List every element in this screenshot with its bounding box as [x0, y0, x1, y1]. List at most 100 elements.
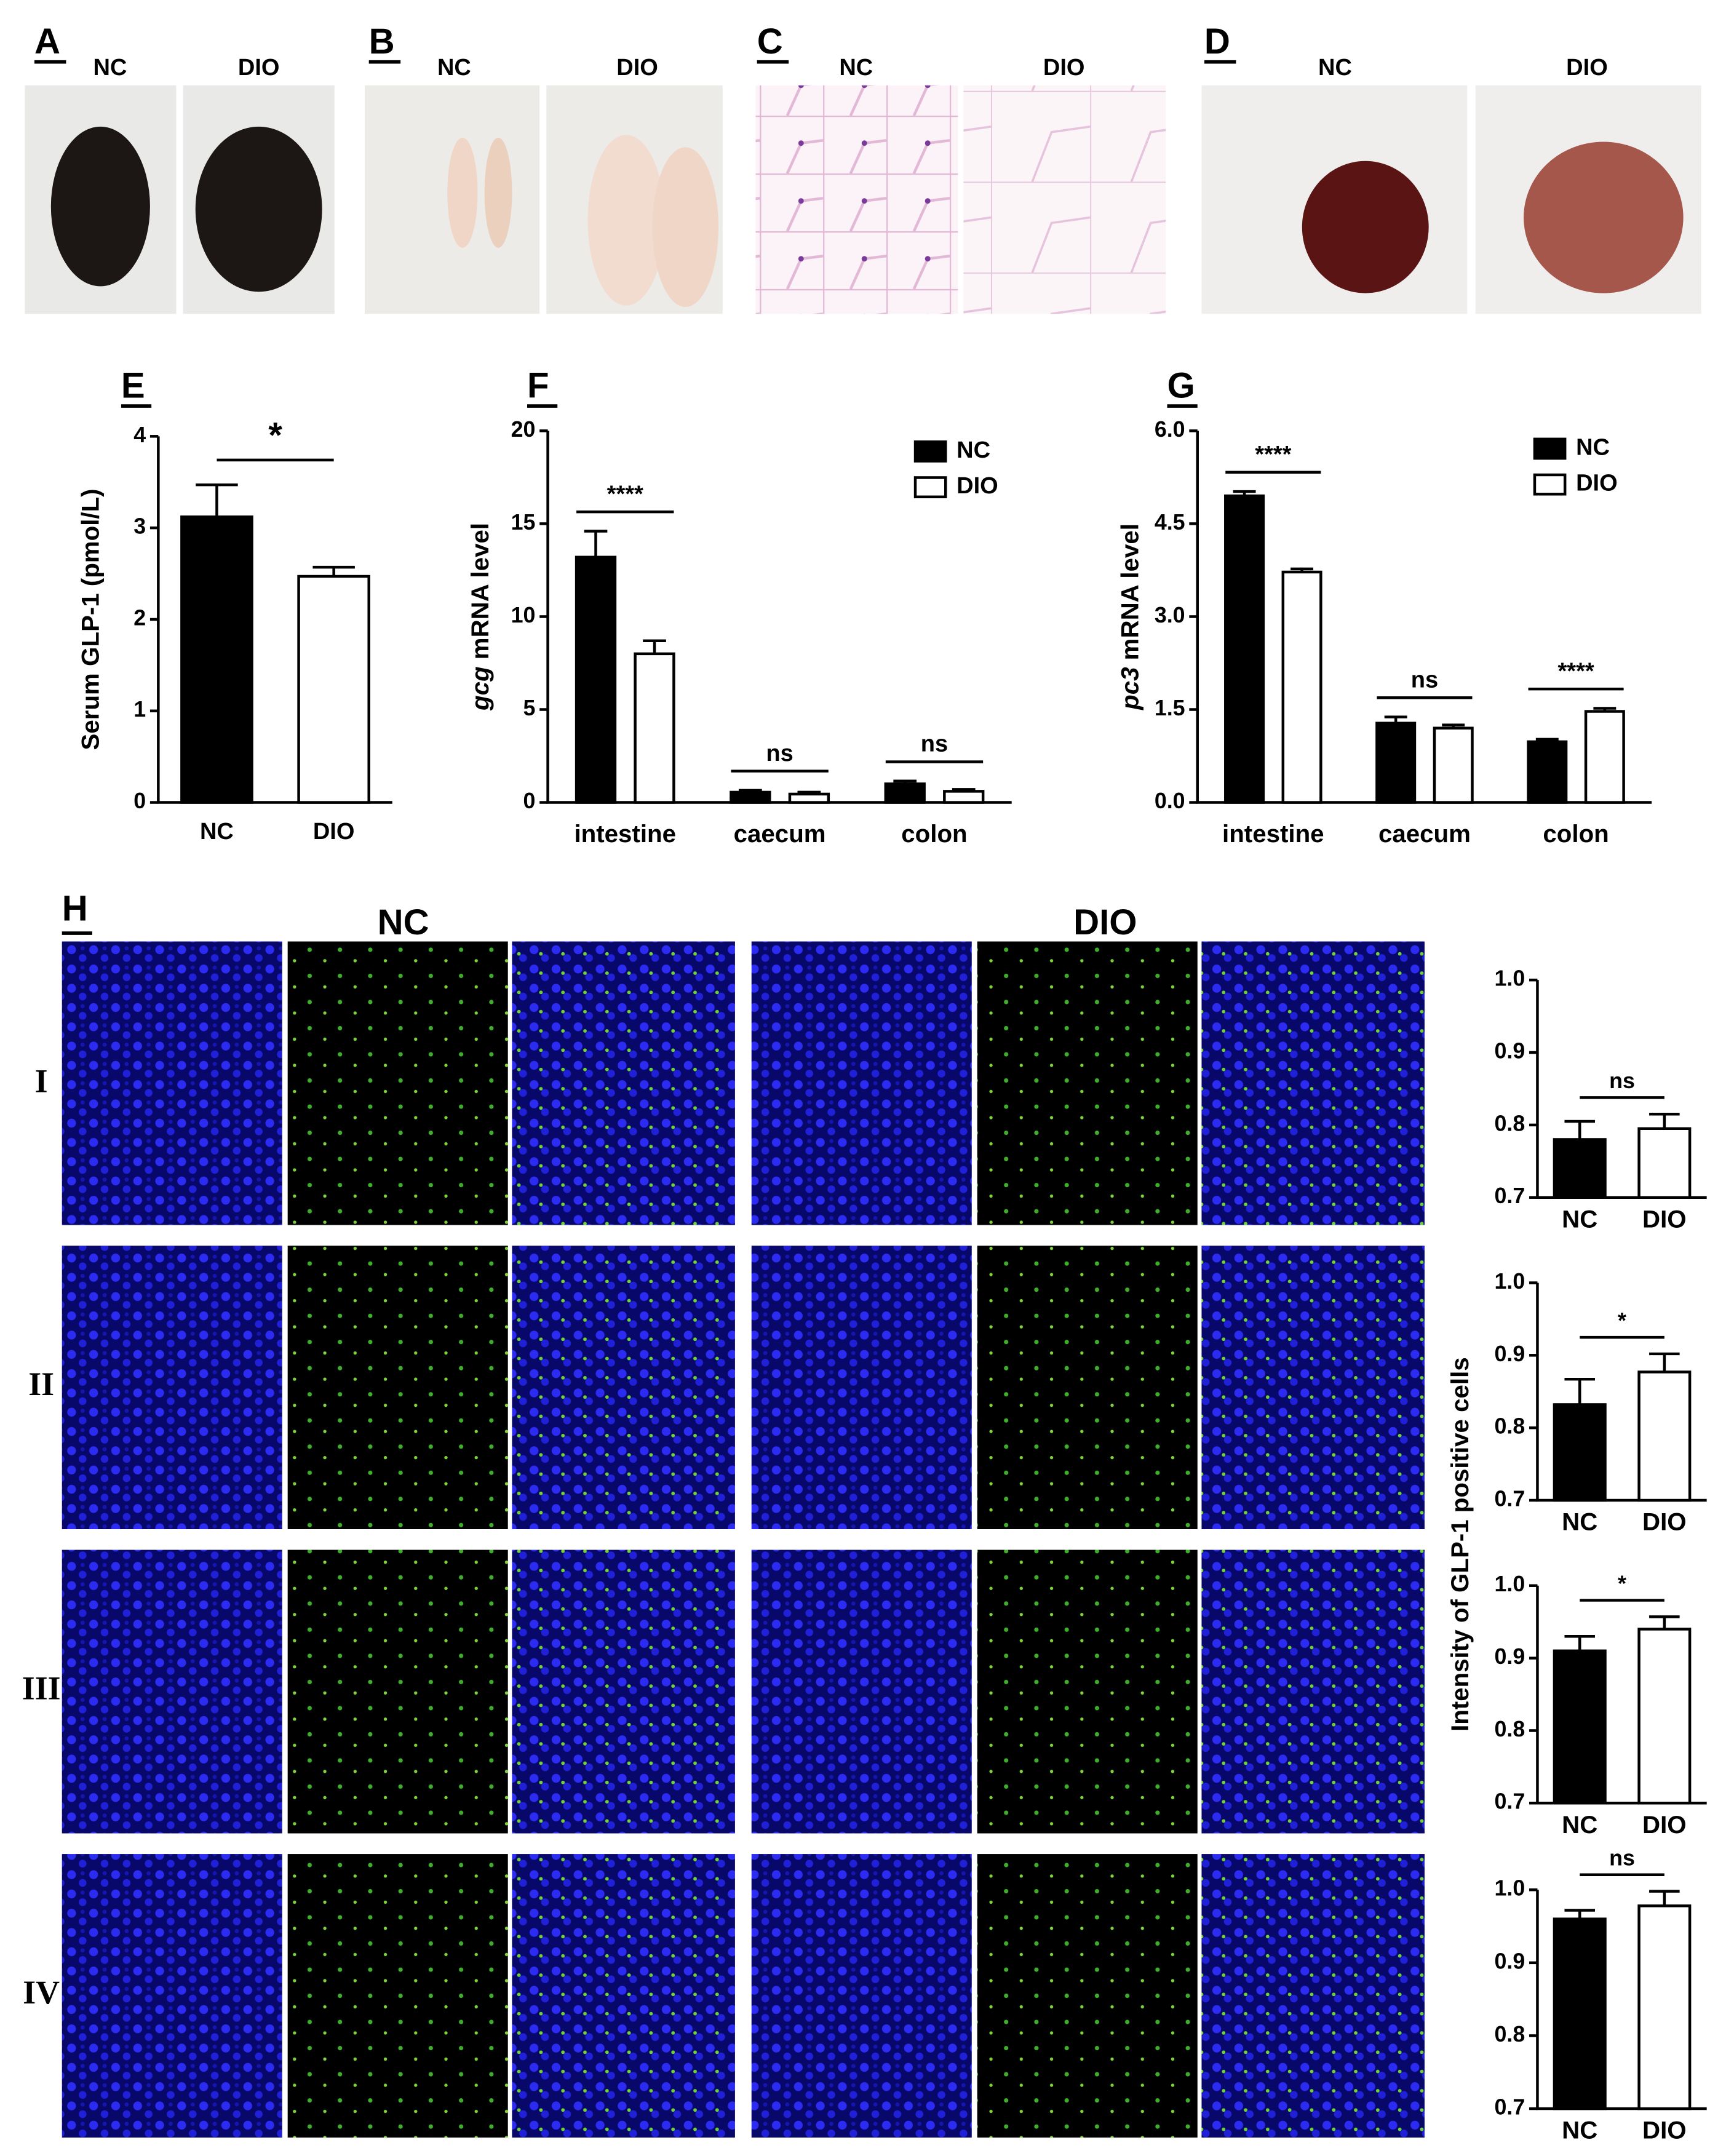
bar — [943, 790, 985, 804]
significance-label: ns — [921, 731, 948, 757]
panel-letter: F — [527, 365, 549, 405]
y-tick-label: 0.0 — [1155, 789, 1185, 813]
significance-label: * — [1618, 1308, 1626, 1333]
micrograph — [751, 1246, 972, 1529]
y-tick-label: 0.8 — [1495, 1111, 1525, 1136]
micrograph — [1201, 941, 1425, 1225]
y-tick-label: 15 — [511, 510, 536, 535]
bar — [788, 792, 830, 804]
panel-letter: C — [757, 22, 783, 62]
significance-label: **** — [1557, 658, 1594, 684]
significance-label: ns — [766, 741, 793, 766]
group-label: NC — [1318, 55, 1352, 81]
legend-label: NC — [1576, 435, 1610, 461]
micrograph — [62, 1854, 282, 2138]
x-tick-label: DIO — [1642, 1205, 1687, 1233]
x-tick-label: NC — [1562, 1205, 1597, 1233]
micrograph — [512, 1549, 735, 1834]
x-tick-label: NC — [200, 819, 234, 845]
y-tick-label: 3.0 — [1155, 603, 1185, 627]
panel-letter: G — [1167, 365, 1195, 405]
letter-underline — [34, 60, 1236, 935]
bar — [180, 515, 253, 804]
y-tick-label: 1.0 — [1495, 966, 1525, 991]
significance-label: **** — [1255, 442, 1291, 467]
y-tick-label: 1.0 — [1495, 1572, 1525, 1596]
bar — [1527, 740, 1568, 804]
error-bar — [1564, 1377, 1596, 1405]
panel-letter: B — [369, 22, 395, 62]
y-tick-label: 1.0 — [1495, 1876, 1525, 1901]
error-bar — [1564, 1120, 1596, 1140]
error-bar — [584, 530, 608, 557]
error-bar — [1649, 1615, 1680, 1629]
bar — [1553, 1917, 1607, 2110]
x-tick-label: NC — [1562, 2117, 1597, 2144]
photo — [50, 126, 150, 287]
row-label: III — [22, 1669, 61, 1706]
y-tick-label: 2 — [133, 605, 146, 630]
y-tick-label: 0.7 — [1495, 1486, 1525, 1511]
micrograph — [751, 941, 972, 1225]
legend-swatch — [913, 476, 947, 499]
bar — [1433, 726, 1474, 804]
y-tick-label: 4 — [133, 423, 146, 447]
micrograph — [1201, 1854, 1425, 2138]
y-tick-label: 0 — [133, 789, 146, 813]
y-axis-label-gene: gcg — [466, 666, 494, 711]
significance-label: * — [1618, 1571, 1626, 1596]
x-tick-label: intestine — [574, 820, 676, 848]
bar — [1553, 1403, 1607, 1502]
bar — [297, 575, 370, 804]
bar — [575, 555, 617, 804]
y-tick-label: 10 — [511, 603, 536, 627]
y-tick-label: 0.8 — [1495, 1717, 1525, 1741]
y-tick-label: 6.0 — [1155, 417, 1185, 442]
error-bar — [196, 483, 238, 517]
micrograph — [512, 941, 735, 1225]
y-tick-label: 0.7 — [1495, 2094, 1525, 2119]
micrograph — [62, 1246, 282, 1529]
micrograph — [977, 1549, 1198, 1834]
photo — [1302, 161, 1429, 293]
x-tick-label: NC — [1562, 1508, 1597, 1536]
x-tick-label: DIO — [1642, 2117, 1687, 2144]
micrograph — [512, 1246, 735, 1529]
error-bar — [643, 639, 666, 654]
row-label: I — [35, 1063, 48, 1100]
photo — [963, 85, 1166, 314]
panel-letter: E — [121, 365, 145, 405]
group-label: DIO — [1073, 902, 1137, 942]
micrograph — [977, 941, 1198, 1225]
panel-letter: A — [34, 22, 60, 62]
x-tick-label: colon — [1543, 820, 1609, 848]
significance-label: **** — [607, 481, 643, 507]
micrograph — [751, 1549, 972, 1834]
micrograph — [287, 1549, 508, 1834]
panel-letter: H — [62, 889, 88, 929]
y-tick-label: 0.9 — [1495, 1342, 1525, 1366]
error-bar — [1564, 1909, 1596, 1919]
x-tick-label: DIO — [313, 819, 355, 845]
y-tick-label: 0.8 — [1495, 1414, 1525, 1439]
photo — [755, 85, 958, 314]
group-label: DIO — [616, 55, 658, 81]
x-tick-label: caecum — [734, 820, 826, 848]
y-tick-label: 0.9 — [1495, 1949, 1525, 1973]
y-tick-label: 5 — [523, 696, 536, 720]
y-tick-label: 20 — [511, 417, 536, 442]
bar — [1584, 710, 1625, 804]
group-label: NC — [839, 55, 873, 81]
micrograph — [751, 1854, 972, 2138]
photo — [652, 147, 719, 307]
x-tick-label: intestine — [1222, 820, 1324, 848]
bar — [1637, 1904, 1692, 2110]
group-label: NC — [93, 55, 127, 81]
bar — [1281, 570, 1322, 804]
group-label: DIO — [1043, 55, 1085, 81]
y-axis-label-gene: pc3 — [1116, 667, 1143, 710]
legend-swatch — [1533, 473, 1567, 496]
y-tick-label: 1.5 — [1155, 696, 1185, 720]
row-label: IV — [23, 1974, 60, 2011]
